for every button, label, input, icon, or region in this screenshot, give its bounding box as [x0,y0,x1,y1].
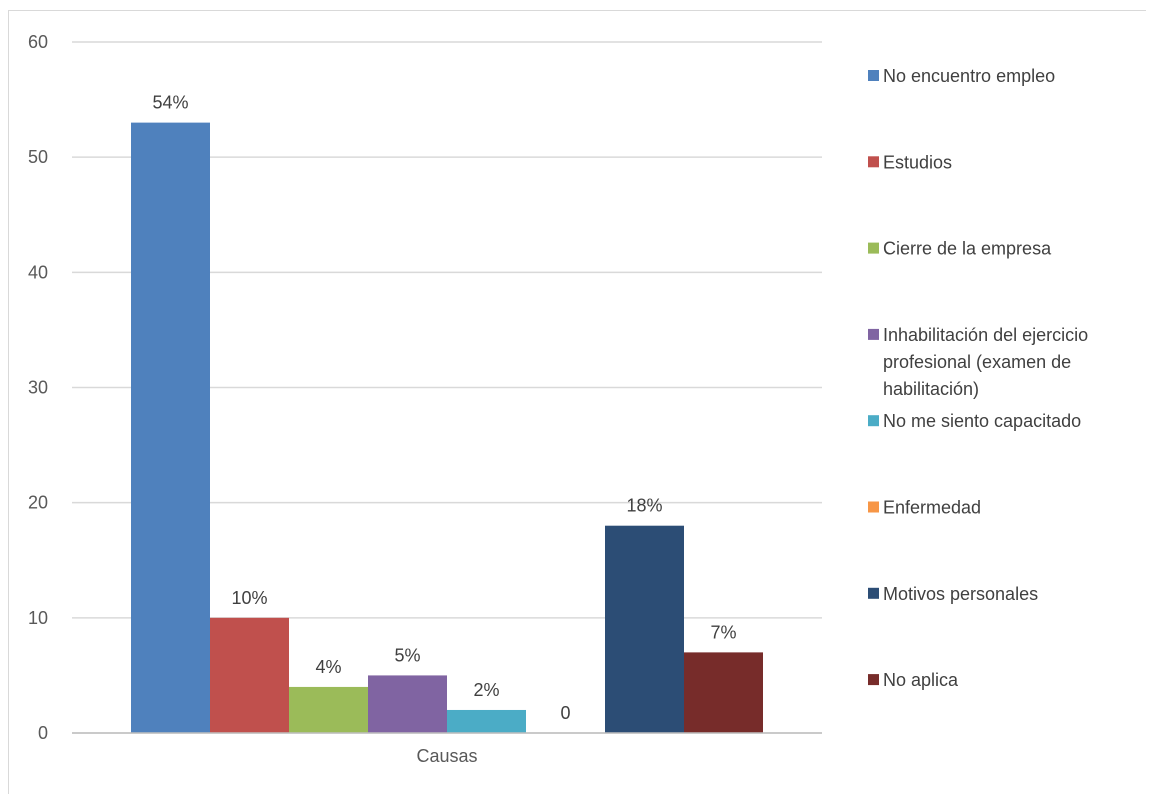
legend-label: habilitación) [883,379,979,399]
data-label: 54% [152,93,188,113]
legend-item: Motivos personales [868,584,1038,604]
legend-item: No aplica [868,670,959,690]
data-labels: 54% 10% 4% 5% 2% 0 18% 7% [152,93,736,723]
data-label: 18% [626,496,662,516]
legend-item: Inhabilitación del ejercicio profesional … [868,325,1088,399]
data-label: 10% [231,588,267,608]
bar [684,652,763,733]
bar [605,525,684,733]
legend-label: Motivos personales [883,584,1038,604]
legend-swatch [868,70,879,81]
legend-label: Cierre de la empresa [883,239,1052,259]
legend-swatch [868,674,879,686]
legend-swatch [868,501,879,513]
legend-swatch [868,242,879,254]
y-tick-label: 40 [28,262,48,282]
y-tick-label: 30 [28,378,48,398]
bars [131,122,763,733]
legend-item: Estudios [868,152,952,172]
legend-swatch [868,156,879,168]
legend-item: No me siento capacitado [868,411,1081,431]
x-axis: Causas [72,732,822,766]
y-tick-label: 10 [28,608,48,628]
y-axis-ticks: 0 10 20 30 40 50 60 [28,32,48,743]
legend-label: No encuentro empleo [883,66,1055,86]
data-label: 7% [710,622,736,642]
y-tick-label: 0 [38,723,48,743]
legend-label: Estudios [883,152,952,172]
y-tick-label: 20 [28,493,48,513]
data-label: 4% [315,657,341,677]
bar [368,675,447,733]
legend-item: Enfermedad [868,498,981,518]
y-tick-label: 50 [28,147,48,167]
data-label: 2% [473,680,499,700]
bar [131,122,210,733]
data-label: 5% [394,645,420,665]
y-tick-label: 60 [28,32,48,52]
x-tick-label: Causas [416,746,477,766]
legend-item: Cierre de la empresa [868,239,1052,259]
legend-label: No me siento capacitado [883,411,1081,431]
legend-label: profesional (examen de [883,352,1071,372]
legend: No encuentro empleo Estudios Cierre de la … [868,66,1088,690]
bar [447,709,526,733]
legend-item: No encuentro empleo [868,66,1055,86]
legend-swatch [868,587,879,599]
legend-label: Inhabilitación del ejercicio [883,325,1088,345]
bar [289,686,368,733]
legend-swatch [868,415,879,427]
legend-swatch [868,328,879,340]
bar [210,617,289,733]
data-label: 0 [560,703,570,723]
legend-label: Enfermedad [883,498,981,518]
legend-label: No aplica [883,670,959,690]
